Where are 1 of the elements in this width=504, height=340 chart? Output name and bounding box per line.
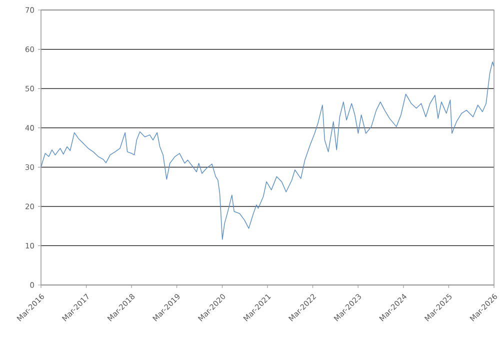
line-series <box>41 61 494 240</box>
